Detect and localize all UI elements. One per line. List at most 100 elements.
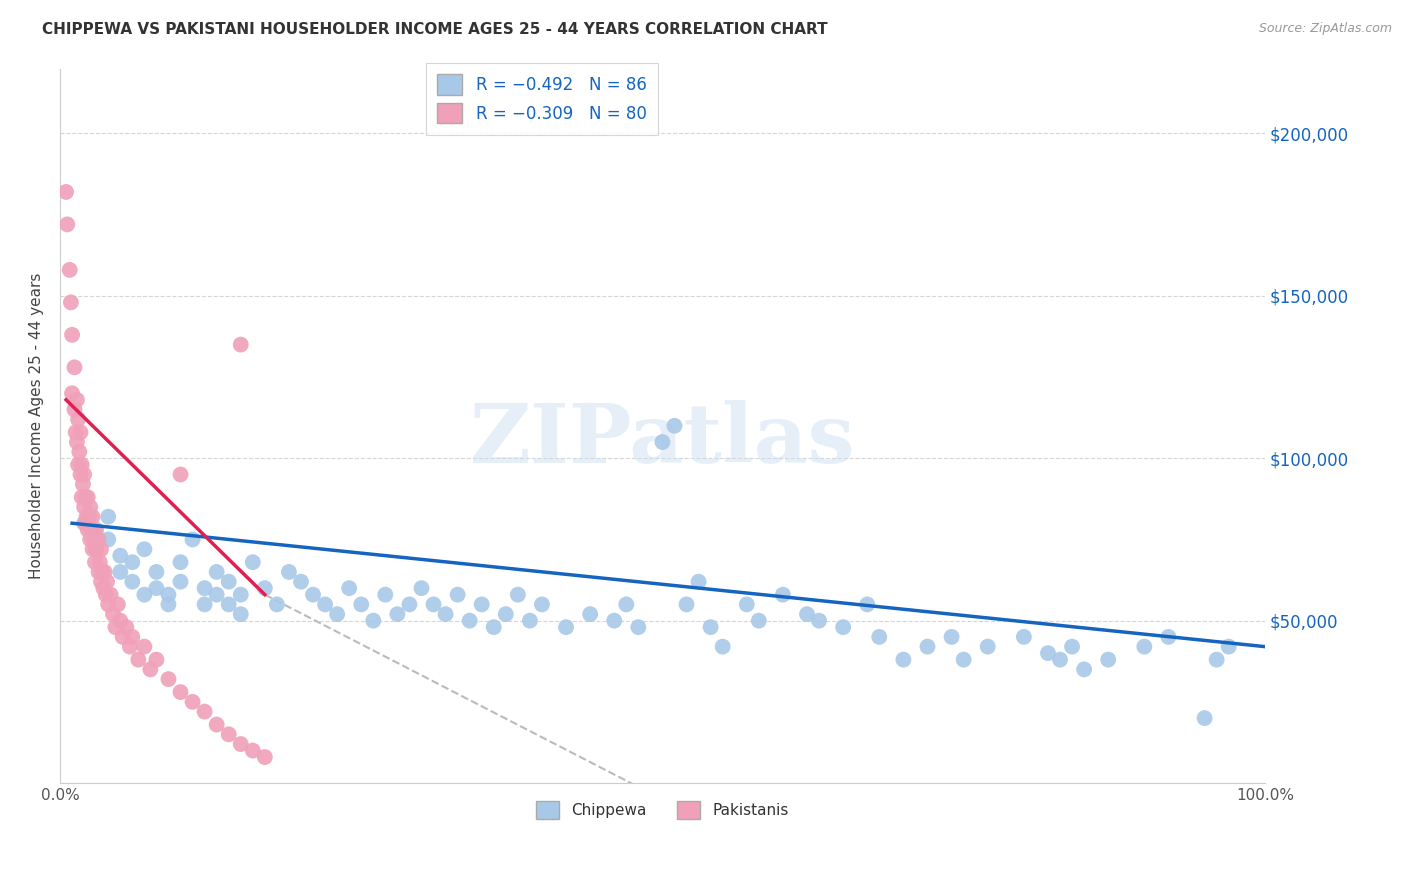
Point <box>115 620 138 634</box>
Point <box>506 588 529 602</box>
Point <box>350 598 373 612</box>
Point <box>555 620 578 634</box>
Point <box>118 640 141 654</box>
Point <box>69 467 91 482</box>
Point <box>121 574 143 589</box>
Point <box>495 607 517 622</box>
Point <box>675 598 697 612</box>
Point <box>94 588 117 602</box>
Point <box>84 542 107 557</box>
Point <box>977 640 1000 654</box>
Point <box>229 737 252 751</box>
Point <box>1036 646 1059 660</box>
Point <box>93 565 115 579</box>
Point <box>89 555 111 569</box>
Point <box>194 598 217 612</box>
Point <box>134 588 156 602</box>
Point <box>76 523 98 537</box>
Point <box>101 607 124 622</box>
Point <box>181 695 204 709</box>
Point <box>1012 630 1035 644</box>
Point <box>711 640 734 654</box>
Point <box>157 588 180 602</box>
Point <box>73 467 96 482</box>
Point <box>361 614 384 628</box>
Point <box>808 614 831 628</box>
Point <box>145 565 167 579</box>
Point <box>941 630 963 644</box>
Text: ZIPatlas: ZIPatlas <box>470 401 855 480</box>
Point <box>1097 652 1119 666</box>
Point <box>65 425 87 440</box>
Point <box>87 533 110 547</box>
Point <box>218 574 240 589</box>
Point <box>134 640 156 654</box>
Point <box>302 588 325 602</box>
Point <box>59 295 82 310</box>
Point <box>1133 640 1156 654</box>
Point <box>398 598 420 612</box>
Point <box>519 614 541 628</box>
Point <box>82 542 104 557</box>
Point <box>664 418 686 433</box>
Point <box>266 598 288 612</box>
Point <box>458 614 481 628</box>
Point <box>100 588 122 602</box>
Point <box>110 549 132 563</box>
Point <box>205 717 228 731</box>
Point <box>856 598 879 612</box>
Point <box>110 565 132 579</box>
Point <box>75 490 97 504</box>
Point <box>699 620 721 634</box>
Point <box>121 555 143 569</box>
Point <box>69 425 91 440</box>
Point <box>72 477 94 491</box>
Point <box>434 607 457 622</box>
Point <box>314 598 336 612</box>
Point <box>67 444 90 458</box>
Point <box>169 555 191 569</box>
Point <box>145 652 167 666</box>
Point <box>91 565 114 579</box>
Point <box>139 662 162 676</box>
Point <box>218 727 240 741</box>
Point <box>1073 662 1095 676</box>
Point <box>242 555 264 569</box>
Point <box>772 588 794 602</box>
Point <box>446 588 468 602</box>
Text: Source: ZipAtlas.com: Source: ZipAtlas.com <box>1258 22 1392 36</box>
Point <box>60 386 83 401</box>
Point <box>60 327 83 342</box>
Point <box>952 652 974 666</box>
Point <box>194 581 217 595</box>
Point <box>90 574 112 589</box>
Point <box>832 620 855 634</box>
Point <box>229 607 252 622</box>
Point <box>1205 652 1227 666</box>
Point <box>97 533 120 547</box>
Point <box>96 574 118 589</box>
Point <box>278 565 301 579</box>
Point <box>84 542 107 557</box>
Point <box>66 435 89 450</box>
Point <box>205 588 228 602</box>
Point <box>893 652 915 666</box>
Point <box>66 392 89 407</box>
Point <box>76 490 98 504</box>
Point <box>56 218 79 232</box>
Point <box>121 630 143 644</box>
Point <box>748 614 770 628</box>
Point <box>387 607 409 622</box>
Point <box>627 620 650 634</box>
Point <box>73 516 96 531</box>
Point <box>374 588 396 602</box>
Point <box>169 574 191 589</box>
Point <box>290 574 312 589</box>
Point <box>87 565 110 579</box>
Point <box>70 490 93 504</box>
Point <box>111 630 134 644</box>
Point <box>868 630 890 644</box>
Point <box>90 542 112 557</box>
Point <box>110 614 132 628</box>
Point <box>63 360 86 375</box>
